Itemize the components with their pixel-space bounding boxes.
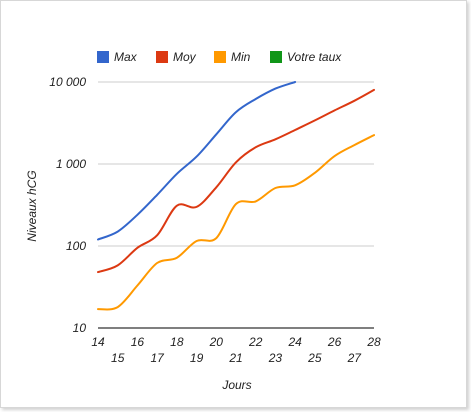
x-tick-label: 17 [150, 351, 165, 365]
x-tick-label: 22 [248, 335, 263, 349]
x-tick-label: 19 [190, 351, 204, 365]
legend-label-max: Max [114, 50, 138, 64]
legend-swatch-min [214, 51, 226, 63]
x-axis-label: Jours [221, 378, 251, 392]
legend-swatch-moy [156, 51, 168, 63]
x-tick-label: 16 [131, 335, 145, 349]
x-tick-label: 21 [228, 351, 242, 365]
legend-label-moy: Moy [173, 50, 197, 64]
x-tick-label: 24 [287, 335, 302, 349]
x-tick-label: 18 [170, 335, 184, 349]
y-tick-label: 10 000 [49, 75, 86, 89]
series-line-moy [97, 88, 375, 274]
legend-swatch-max [97, 51, 109, 63]
x-tick-label: 23 [268, 351, 283, 365]
legend-swatch-votre-taux [270, 51, 282, 63]
series-lines [97, 81, 375, 311]
x-tick-label: 28 [366, 335, 381, 349]
series-line-min [97, 134, 375, 311]
y-tick-label: 100 [66, 239, 86, 253]
x-tick-label: 27 [347, 351, 363, 365]
legend: Max Moy Min Votre taux [97, 50, 342, 64]
y-axis-ticks: 10 100 1 000 10 000 [49, 75, 86, 335]
y-axis-label: Niveaux hCG [25, 170, 39, 241]
x-tick-label: 14 [91, 335, 105, 349]
legend-label-votre-taux: Votre taux [287, 50, 342, 64]
series-line-max [97, 81, 297, 241]
x-tick-label: 15 [111, 351, 125, 365]
x-tick-label: 20 [209, 335, 224, 349]
legend-label-min: Min [231, 50, 251, 64]
y-tick-label: 10 [73, 321, 87, 335]
grid [98, 81, 374, 329]
x-tick-label: 25 [307, 351, 322, 365]
x-tick-label: 26 [327, 335, 342, 349]
y-tick-label: 1 000 [56, 157, 86, 171]
